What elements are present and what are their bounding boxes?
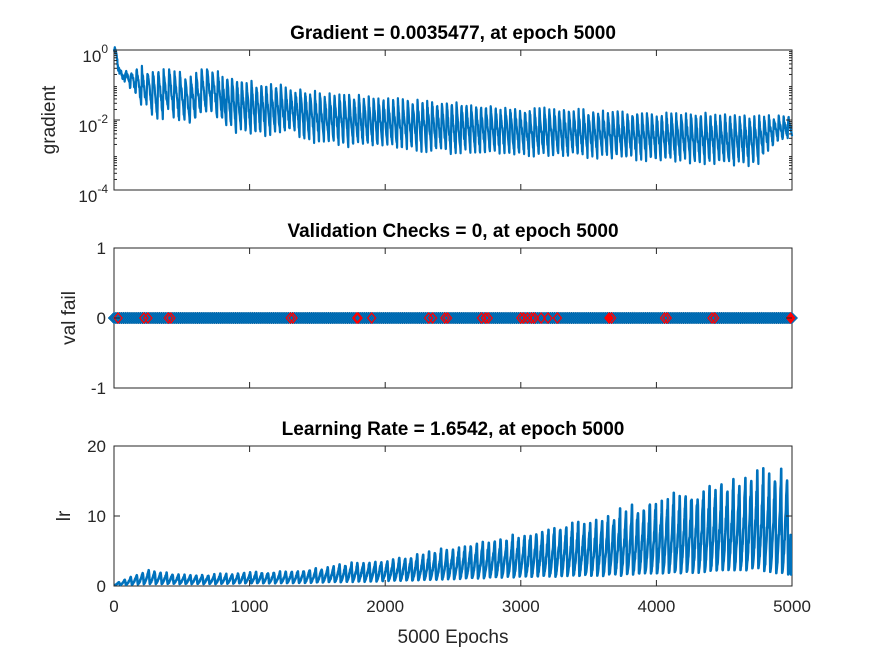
yticks-learning-rate: 0 10 20 [87,437,792,596]
gradient-series-line [112,46,794,168]
ytick-label: 100 [82,42,108,66]
val-fail-marker-red [483,311,494,325]
val-fail-marker-red [529,311,540,325]
val-fail-marker-red [522,311,533,325]
title-validation: Validation Checks = 0, at epoch 5000 [287,221,618,242]
ytick-label-base: 10 [78,187,97,206]
ytick-label: 10-4 [78,182,108,206]
val-fail-marker-red [163,311,174,325]
val-fail-marker-red [366,311,377,325]
val-fail-marker-red [166,311,176,325]
ytick-label: 10-2 [78,112,108,136]
panel-gradient: Gradient = 0.0035477, at epoch 5000 grad… [39,23,794,206]
ytick-label: 10 [87,507,106,526]
val-fail-marker-red [427,311,438,325]
xtick-label: 3000 [502,597,540,616]
val-fail-marker-red [515,311,526,325]
val-fail-marker-red [351,311,362,325]
val-fail-marker-red [476,311,487,325]
plot-gradient [112,46,794,168]
val-fail-marker-red [353,311,363,325]
title-gradient: Gradient = 0.0035477, at epoch 5000 [290,23,616,44]
val-fail-marker-red [552,311,563,325]
val-fail-marker-red [709,311,720,325]
learning-rate-series-line [113,467,793,587]
val-fail-marker-red [536,311,546,325]
xtick-label: 5000 [773,597,811,616]
plot-learning-rate [113,467,793,587]
val-fail-marker-red [480,311,491,325]
xtick-label: 0 [109,597,118,616]
val-fail-marker-red [707,311,717,325]
ytick-label: 0 [97,577,106,596]
val-fail-marker-red [606,311,617,325]
ytick-label: 20 [87,437,106,456]
ytick-label: 1 [97,239,106,258]
val-fail-marker-red [288,311,298,325]
val-fail-marker-red [138,311,149,325]
val-fail-marker-red [659,311,670,325]
panel-learning-rate: Learning Rate = 1.6542, at epoch 5000 lr… [54,50,811,616]
xtick-label: 4000 [637,597,675,616]
ylabel-gradient: gradient [39,85,60,154]
val-fail-marker-red [442,311,453,325]
panel-validation: Validation Checks = 0, at epoch 5000 val… [59,221,799,398]
val-fail-marker-red [285,311,296,325]
val-fail-marker-red [526,311,537,325]
ytick-label-base: 10 [78,117,97,136]
figure-xlabel: 5000 Epochs [398,627,509,648]
val-fail-marker-red [113,311,123,325]
ytick-label: -1 [91,379,106,398]
title-learning-rate: Learning Rate = 1.6542, at epoch 5000 [282,419,625,440]
val-fail-marker-red [440,311,450,325]
val-fail-marker-red [604,311,614,325]
val-fail-marker-red [543,311,553,325]
ylabel-learning-rate: lr [54,510,75,521]
plot-validation [107,311,799,325]
val-fail-marker-red [662,311,673,325]
ytick-label-exp: -4 [97,182,108,196]
ytick-label: 0 [97,309,106,328]
yticks-validation: -1 0 1 [91,239,792,398]
ytick-label-exp: 0 [101,42,108,56]
val-fail-marker-red [143,311,153,325]
ylabel-validation: val fail [59,291,80,345]
ytick-label-exp: -2 [97,112,108,126]
ytick-label-base: 10 [82,47,101,66]
xtick-label: 2000 [366,597,404,616]
xtick-label: 1000 [231,597,269,616]
xticks-learning-rate: 0 1000 2000 3000 4000 5000 [109,50,811,616]
val-fail-marker-red [423,311,434,325]
